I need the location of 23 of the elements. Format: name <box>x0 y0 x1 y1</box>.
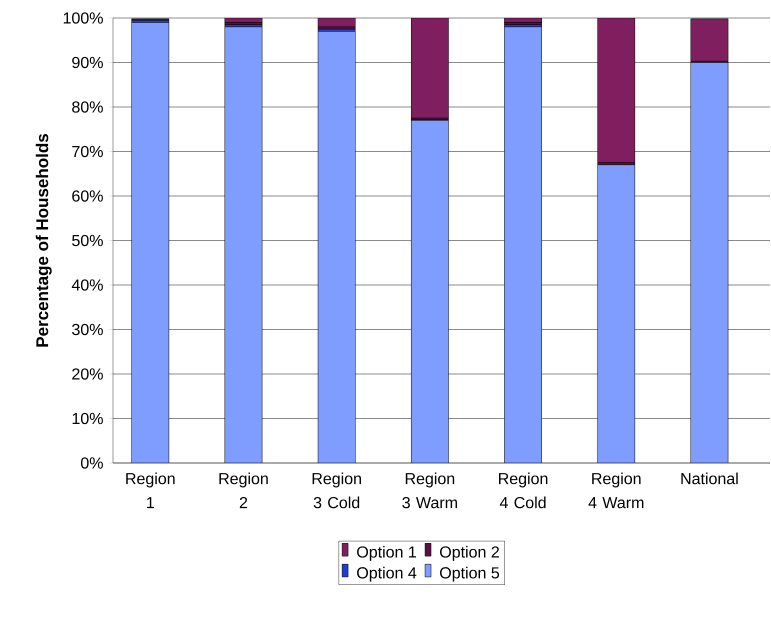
y-tick-label: 60% <box>72 190 103 202</box>
y-tick-label: 100% <box>64 12 103 24</box>
y-tick-label: 30% <box>72 324 103 336</box>
y-tick-label: 70% <box>72 146 103 158</box>
legend-label: Option 5 <box>440 566 500 582</box>
y-tick-label: 90% <box>72 56 103 68</box>
x-tick-label: Region 2 <box>219 472 268 508</box>
y-tick-label: 0% <box>80 457 103 469</box>
x-tick-label: Region 4 Cold <box>499 472 548 508</box>
y-tick-label: 80% <box>72 101 103 113</box>
x-tick-label: Region 1 <box>126 472 175 508</box>
y-tick-label: 10% <box>72 412 103 424</box>
legend-label: Option 4 <box>357 566 416 582</box>
x-tick-label: Region 3 Cold <box>312 472 361 508</box>
legend-label: Option 2 <box>440 546 499 561</box>
legend-label: Option 1 <box>357 546 416 561</box>
x-tick-label: National <box>681 472 738 484</box>
y-tick-label: 40% <box>72 279 103 291</box>
x-tick-label: Region 3 Warm <box>402 472 457 508</box>
y-axis-title: Percentage of Households <box>36 134 52 347</box>
y-tick-label: 20% <box>72 368 103 380</box>
x-tick-label: Region 4 Warm <box>588 472 644 508</box>
y-tick-label: 50% <box>72 234 103 246</box>
